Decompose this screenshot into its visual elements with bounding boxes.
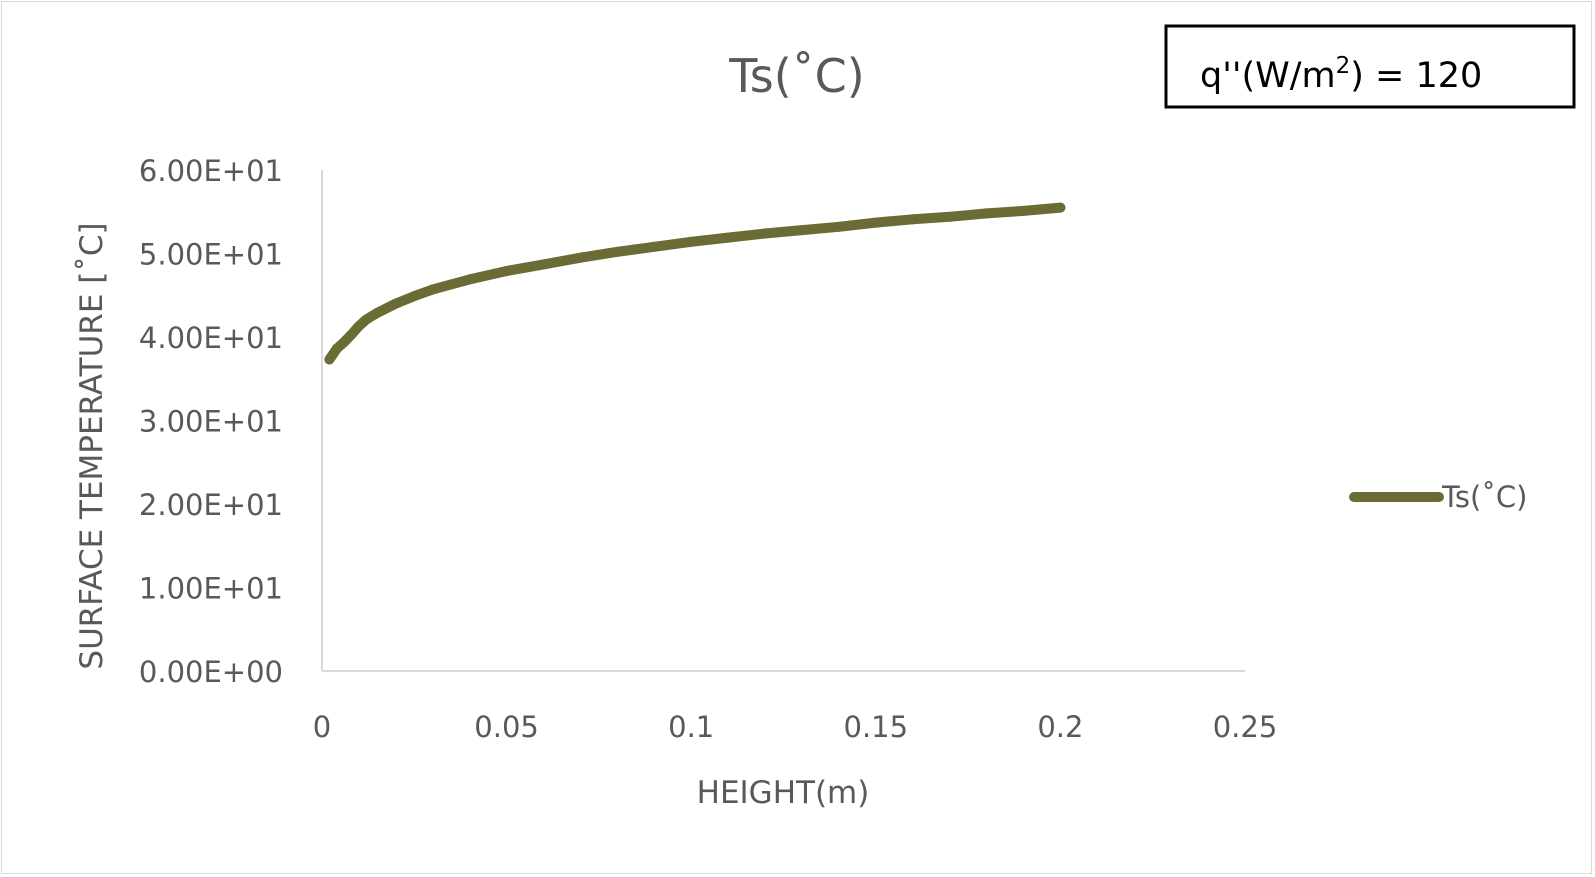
annotation-frame bbox=[1164, 24, 1576, 109]
data-point bbox=[833, 221, 844, 232]
data-point bbox=[346, 329, 357, 340]
data-point bbox=[390, 298, 401, 309]
data-point bbox=[339, 337, 350, 347]
annotation-text: q''(W/m2) = 120 bbox=[1200, 53, 1482, 96]
data-point bbox=[324, 354, 335, 365]
data-point bbox=[1018, 205, 1029, 216]
data-point bbox=[649, 241, 660, 252]
data-point bbox=[464, 274, 475, 285]
y-tick-label: 0.00E+00 bbox=[139, 655, 283, 689]
annotation-box: q''(W/m2) = 120 bbox=[1164, 24, 1576, 109]
y-axis-title: SURFACE TEMPERATURE [˚C] bbox=[74, 222, 110, 669]
x-tick-label: 0.15 bbox=[844, 710, 909, 744]
data-point bbox=[575, 252, 586, 263]
data-point bbox=[723, 232, 734, 243]
y-tick-label: 5.00E+01 bbox=[139, 238, 283, 272]
series-layer bbox=[324, 202, 1066, 365]
y-tick-label: 3.00E+01 bbox=[139, 405, 283, 439]
data-point bbox=[331, 343, 342, 354]
series-line-0 bbox=[324, 202, 1066, 365]
x-tick-label: 0.25 bbox=[1213, 710, 1278, 744]
y-tick-label: 2.00E+01 bbox=[139, 488, 283, 522]
legend: Ts(˚C) bbox=[1349, 480, 1527, 514]
x-tick-label: 0.2 bbox=[1037, 710, 1083, 744]
data-point bbox=[907, 214, 918, 225]
y-tick-label: 6.00E+01 bbox=[139, 154, 283, 188]
data-point bbox=[686, 236, 697, 247]
annotation-suffix: ) = 120 bbox=[1350, 56, 1482, 96]
x-axis-title: HEIGHT(m) bbox=[697, 775, 870, 811]
x-tick-label: 0 bbox=[313, 710, 331, 744]
data-point bbox=[944, 211, 955, 222]
data-point bbox=[981, 208, 992, 219]
chart-title: Ts(˚C) bbox=[728, 49, 864, 103]
data-point bbox=[797, 225, 807, 236]
data-point bbox=[409, 291, 420, 302]
y-tick-label: 1.00E+01 bbox=[139, 572, 283, 606]
y-tick-labels: 0.00E+00 1.00E+01 2.00E+01 3.00E+01 4.00E+01… bbox=[139, 154, 283, 689]
data-point bbox=[446, 279, 457, 290]
annotation-superscript: 2 bbox=[1336, 53, 1351, 79]
data-point bbox=[501, 266, 512, 276]
data-point bbox=[1055, 202, 1066, 213]
legend-label: Ts(˚C) bbox=[1441, 480, 1527, 514]
y-tick-label: 4.00E+01 bbox=[139, 321, 283, 355]
data-point bbox=[760, 228, 770, 239]
x-tick-labels: 0 0.05 0.1 0.15 0.2 0.25 bbox=[313, 710, 1278, 744]
x-tick-label: 0.1 bbox=[668, 710, 714, 744]
data-point bbox=[353, 321, 364, 332]
data-point bbox=[361, 314, 372, 325]
data-point bbox=[870, 217, 881, 228]
x-tick-label: 0.05 bbox=[474, 710, 539, 744]
plot-area: 0.00E+00 1.00E+01 2.00E+01 3.00E+01 4.00E+01… bbox=[139, 154, 1277, 744]
data-point bbox=[427, 284, 438, 295]
annotation-prefix: q''(W/m bbox=[1200, 56, 1336, 96]
data-point bbox=[612, 246, 623, 257]
data-point bbox=[538, 259, 549, 270]
data-point bbox=[372, 307, 383, 318]
